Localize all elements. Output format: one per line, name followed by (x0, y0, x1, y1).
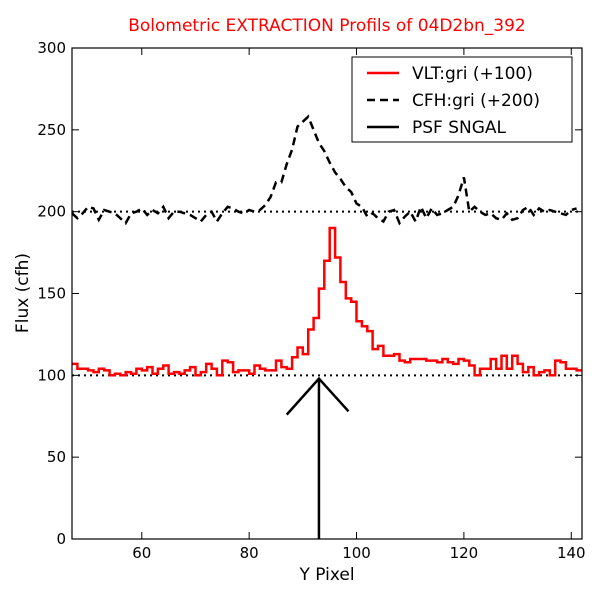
y-tick-label-150: 150 (37, 285, 66, 303)
y-tick-label-300: 300 (37, 39, 66, 57)
plot-area: 60 80 100 120 140 0 50 100 150 200 250 300 (37, 39, 585, 562)
psf-arrow-head (285, 376, 350, 416)
x-tick-label-120: 120 (450, 544, 479, 562)
y-tick-label-100: 100 (37, 366, 66, 384)
y-tick-label-200: 200 (37, 203, 66, 221)
legend-label-2: PSF SNGAL (412, 118, 507, 138)
y-axis-label: Flux (cfh) (13, 253, 33, 333)
x-tick-label-80: 80 (240, 544, 259, 562)
x-tick-label-60: 60 (132, 544, 151, 562)
y-tick-label-250: 250 (37, 121, 66, 139)
series-group (72, 114, 582, 377)
series-cfh-line (72, 114, 577, 226)
x-axis-label: Y Pixel (298, 565, 354, 585)
legend-label-1: CFH:gri (+200) (412, 91, 540, 111)
y-tick-label-0: 0 (56, 530, 66, 548)
series-vlt-line (72, 226, 582, 377)
x-tick-label-100: 100 (342, 544, 371, 562)
y-tick-label-50: 50 (47, 448, 66, 466)
x-tick-label-140: 140 (557, 544, 586, 562)
legend: VLT:gri (+100) CFH:gri (+200) PSF SNGAL (351, 56, 573, 143)
legend-label-0: VLT:gri (+100) (412, 64, 533, 84)
chart-title: Bolometric EXTRACTION Profils of 04D2bn_… (128, 16, 526, 36)
